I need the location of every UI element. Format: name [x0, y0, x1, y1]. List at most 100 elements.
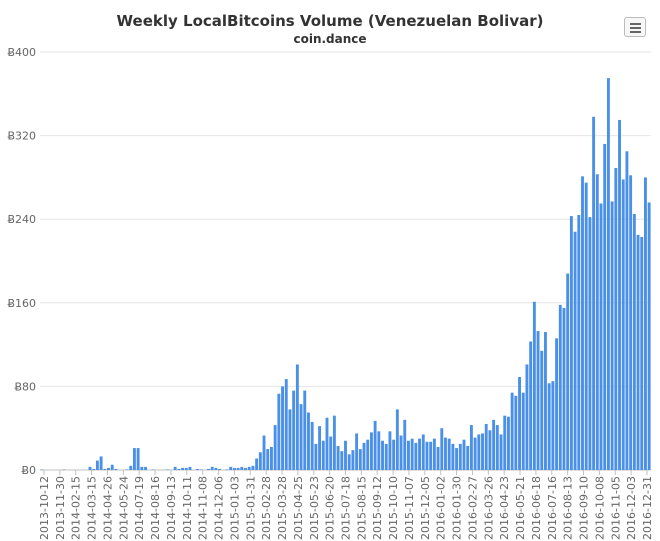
x-tick-label: 2016-06-18: [530, 476, 543, 540]
bar: [484, 424, 488, 470]
bar: [566, 273, 570, 470]
bar: [447, 438, 451, 470]
x-tick-label: 2015-01-31: [244, 476, 257, 540]
bar: [240, 466, 244, 470]
x-tick-label: 2016-05-21: [514, 476, 527, 540]
bar: [110, 464, 114, 470]
x-tick-label: 2014-11-08: [197, 476, 210, 540]
bar: [599, 203, 603, 470]
bar: [177, 468, 181, 470]
x-tick-label: 2014-05-24: [117, 476, 130, 540]
bar: [258, 452, 262, 470]
bar: [647, 202, 651, 471]
bar: [444, 437, 447, 470]
x-tick-label: 2015-04-25: [292, 476, 305, 540]
bar: [603, 143, 607, 470]
x-tick-label: 2015-06-20: [324, 476, 337, 540]
bar: [462, 439, 466, 470]
bar: [514, 395, 518, 470]
x-tick-label: 2013-11-30: [54, 476, 67, 540]
bar: [99, 456, 103, 470]
bar: [629, 175, 633, 470]
bar: [588, 217, 592, 470]
y-tick-label: Ƀ400: [7, 46, 36, 59]
bar: [521, 392, 525, 470]
bar: [207, 468, 210, 470]
bar: [581, 176, 584, 471]
x-tick-label: 2015-07-18: [340, 476, 353, 540]
y-tick-label: Ƀ160: [7, 297, 36, 310]
bar: [636, 234, 640, 470]
x-tick-label: 2015-05-23: [308, 476, 321, 540]
bar: [492, 419, 496, 470]
bar: [436, 447, 440, 470]
bar: [355, 433, 359, 470]
x-tick-label: 2015-09-12: [371, 476, 384, 540]
bar: [640, 236, 644, 470]
bar: [432, 438, 436, 470]
bar: [455, 448, 459, 470]
bar: [181, 467, 185, 470]
bar: [129, 465, 133, 470]
bar: [388, 431, 392, 470]
bar: [614, 167, 618, 470]
bar: [577, 215, 581, 470]
bar: [369, 432, 373, 470]
bar: [292, 390, 296, 470]
bar: [314, 443, 318, 470]
bar: [173, 466, 177, 470]
x-tick-label: 2014-03-15: [86, 476, 99, 540]
bar: [477, 434, 481, 470]
bar: [418, 438, 422, 470]
bar: [573, 231, 577, 470]
x-tick-label: 2015-01-03: [228, 476, 241, 540]
bar: [244, 467, 247, 470]
x-tick-label: 2014-12-06: [213, 476, 226, 540]
bar: [95, 460, 99, 470]
bar: [544, 332, 547, 470]
x-tick-label: 2014-08-16: [149, 476, 162, 540]
bar: [473, 437, 477, 470]
bar: [318, 426, 322, 470]
bar: [107, 467, 110, 470]
bar: [499, 434, 503, 470]
bar: [151, 469, 155, 470]
bar: [529, 341, 533, 470]
chart-title: Weekly LocalBitcoins Volume (Venezuelan …: [116, 12, 544, 30]
bar: [466, 445, 470, 470]
bar: [536, 331, 540, 470]
bar: [562, 308, 566, 470]
x-tick-label: 2016-08-13: [562, 476, 575, 540]
x-tick-label: 2016-02-27: [466, 476, 479, 540]
bar: [510, 392, 514, 470]
bar: [307, 412, 310, 470]
bar: [458, 443, 462, 470]
chart-menu-button[interactable]: [624, 17, 646, 37]
bar: [495, 425, 499, 470]
x-tick-label: 2016-12-31: [641, 476, 654, 540]
bar: [632, 213, 636, 470]
bar: [381, 440, 384, 470]
bar: [188, 466, 192, 470]
x-tick-label: 2015-08-15: [355, 476, 368, 540]
x-tick-label: 2013-10-12: [38, 476, 51, 540]
x-tick-label: 2015-03-28: [276, 476, 289, 540]
bar: [218, 468, 222, 470]
x-tick-label: 2016-09-10: [578, 476, 591, 540]
bar: [384, 443, 388, 470]
bar: [299, 404, 303, 470]
bar: [451, 443, 455, 470]
bar: [166, 469, 170, 470]
bar: [399, 435, 403, 470]
bar: [347, 454, 351, 470]
bar: [88, 466, 92, 470]
bar: [618, 119, 621, 471]
bar: [281, 386, 284, 470]
bar: [488, 430, 492, 470]
x-tick-label: 2016-12-03: [625, 476, 638, 540]
bar: [555, 338, 559, 470]
bar: [403, 419, 407, 470]
bar: [136, 448, 140, 470]
